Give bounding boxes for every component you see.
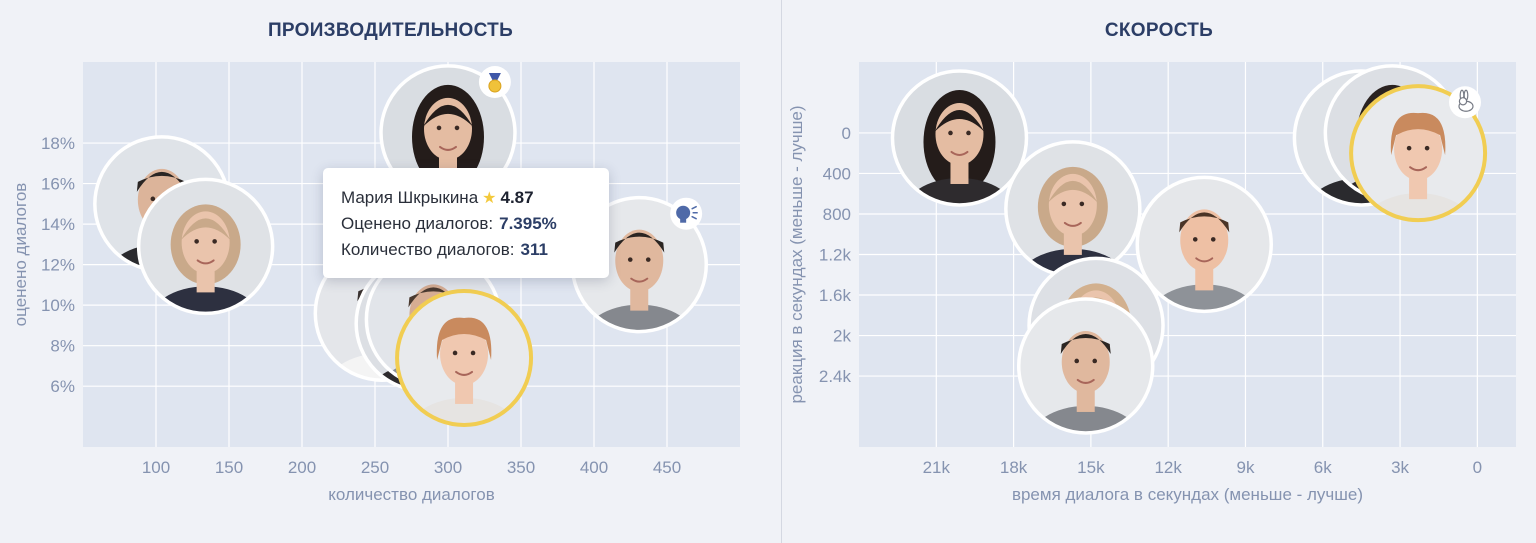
- x-tick-label: 21k: [923, 458, 951, 477]
- chart-tooltip: Мария Шкрыкина ★ 4.87 Оценено диалогов: 7.3…: [323, 168, 609, 278]
- y-tick-label: 400: [823, 164, 851, 183]
- speech-icon: [670, 197, 703, 230]
- x-axis-label: количество диалогов: [328, 485, 495, 504]
- x-tick-label: 400: [580, 458, 608, 477]
- tooltip-count-value: 311: [520, 240, 548, 259]
- y-tick-label: 1.6k: [819, 286, 852, 305]
- x-axis-label: время диалога в секундах (меньше - лучше…: [1012, 485, 1363, 504]
- medal-icon: [478, 66, 511, 99]
- star-icon: ★: [482, 190, 497, 207]
- y-tick-label: 12%: [41, 256, 75, 275]
- rabbit-icon: [1448, 86, 1481, 119]
- y-axis-label: реакция в секундах (меньше - лучше): [787, 105, 806, 403]
- data-point-avatar[interactable]: [1135, 175, 1273, 360]
- y-tick-label: 2k: [833, 327, 851, 346]
- y-tick-label: 6%: [50, 377, 75, 396]
- y-axis-label: оценено диалогов: [11, 183, 30, 327]
- x-tick-label: 18k: [1000, 458, 1028, 477]
- speed-chart: 21k 18k 15k 12k 9k 6k 3k 0 0 400 800 1.2k 1.6k 2k 2.4k…: [787, 62, 1516, 504]
- x-tick-label: 0: [1473, 458, 1482, 477]
- data-point-avatar[interactable]: [136, 177, 275, 362]
- tooltip-rated-value: 7.395%: [499, 214, 557, 233]
- y-tick-label: 800: [823, 205, 851, 224]
- x-tick-label: 9k: [1236, 458, 1254, 477]
- x-tick-label: 6k: [1314, 458, 1332, 477]
- tooltip-rated-label: Оценено диалогов:: [341, 214, 494, 233]
- data-point-avatar[interactable]: [1016, 297, 1155, 482]
- x-tick-label: 3k: [1391, 458, 1409, 477]
- y-tick-label: 8%: [50, 337, 75, 356]
- speed-chart-title: СКОРОСТЬ: [1104, 20, 1214, 41]
- y-tick-label: 2.4k: [819, 367, 852, 386]
- data-point-avatar[interactable]: [395, 288, 534, 474]
- x-tick-label: 350: [507, 458, 535, 477]
- productivity-chart-title: ПРОИЗВОДИТЕЛЬНОСТЬ: [267, 20, 514, 41]
- speed-panel: СКОРОСТЬ 21k 18k 15k 12k 9k 6k 3k 0 0 400 800 1.2k 1…: [782, 0, 1536, 543]
- data-point-avatar[interactable]: [890, 69, 1029, 254]
- x-tick-label: 150: [215, 458, 243, 477]
- x-tick-label: 100: [142, 458, 170, 477]
- x-tick-label: 450: [653, 458, 681, 477]
- y-tick-label: 16%: [41, 175, 75, 194]
- y-tick-label: 0: [842, 124, 851, 143]
- y-tick-label: 18%: [41, 134, 75, 153]
- y-tick-label: 1.2k: [819, 246, 852, 265]
- x-tick-label: 250: [361, 458, 389, 477]
- y-tick-label: 10%: [41, 296, 75, 315]
- y-tick-label: 14%: [41, 215, 75, 234]
- x-tick-label: 300: [434, 458, 462, 477]
- x-tick-label: 12k: [1154, 458, 1182, 477]
- tooltip-name: Мария Шкрыкина: [341, 188, 479, 207]
- tooltip-count-label: Количество диалогов:: [341, 240, 515, 259]
- tooltip-rating: 4.87: [500, 188, 534, 207]
- x-tick-label: 200: [288, 458, 316, 477]
- x-tick-label: 15k: [1077, 458, 1105, 477]
- panel-divider: [781, 0, 782, 543]
- productivity-panel: ПРОИЗВОДИТЕЛЬНОСТЬ 100 150 200 250 300 350 400…: [11, 20, 740, 504]
